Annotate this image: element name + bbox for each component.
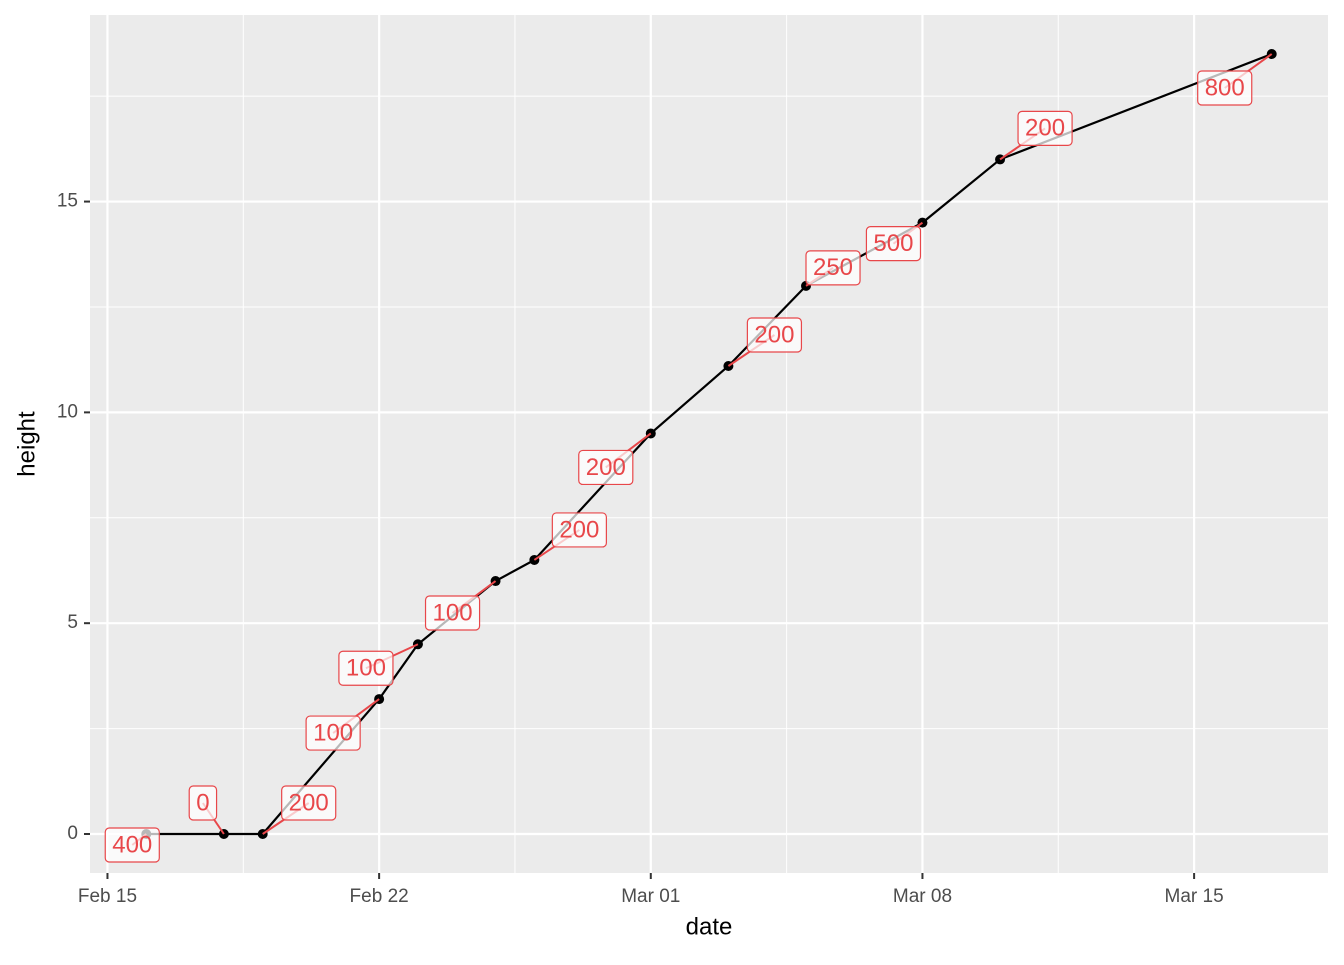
point-label-text: 200 [754, 321, 794, 348]
point-label-text: 200 [586, 454, 626, 481]
x-tick-label: Mar 01 [621, 886, 680, 907]
y-axis-title: height [13, 411, 40, 477]
panel [90, 15, 1328, 873]
point-label-text: 100 [346, 655, 386, 682]
point-label-text: 200 [559, 516, 599, 543]
y-tick-label: 15 [57, 191, 78, 212]
y-tick-label: 0 [67, 823, 78, 844]
point-label-box [188, 785, 218, 821]
point-label-text: 800 [1205, 74, 1245, 101]
x-tick-label: Feb 15 [78, 886, 137, 907]
point-label-box [281, 785, 337, 821]
x-tick-label: Mar 15 [1165, 886, 1224, 907]
point-label-box [305, 715, 361, 751]
point-label-text: 0 [196, 789, 209, 816]
point-label-box [1017, 110, 1073, 147]
y-tick-label: 10 [57, 401, 78, 422]
point-label-text: 200 [1025, 115, 1065, 142]
x-tick-label: Feb 22 [350, 886, 409, 907]
point-label-text: 500 [873, 230, 913, 257]
point-label-box [746, 317, 803, 353]
point-label-text: 400 [112, 831, 152, 858]
point-label-box [805, 250, 861, 286]
y-tick-label: 5 [67, 612, 78, 633]
point-label-box [424, 595, 481, 631]
point-label-box [104, 827, 160, 863]
point-label-text: 100 [433, 599, 473, 626]
point-label-box [551, 512, 607, 548]
point-label-box [865, 226, 922, 262]
point-label-text: 250 [813, 254, 853, 281]
point-label-box [338, 650, 394, 686]
x-tick-label: Mar 08 [893, 886, 952, 907]
point-label-text: 200 [289, 789, 329, 816]
point-label-box [1197, 70, 1253, 106]
x-axis-title: date [686, 913, 733, 940]
point-label-box [578, 449, 634, 486]
point-label-text: 100 [313, 719, 353, 746]
